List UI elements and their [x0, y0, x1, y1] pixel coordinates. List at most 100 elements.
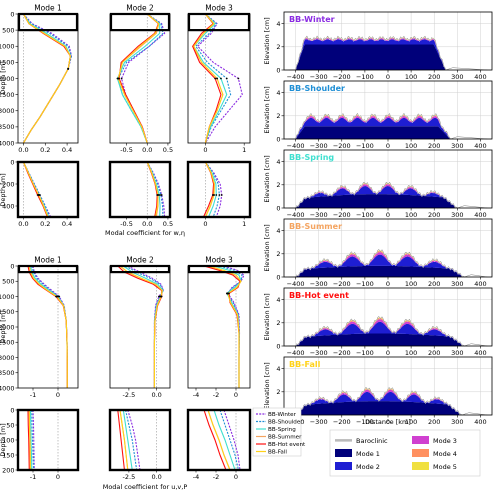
elev-panel-0: 0 2 4 −400 −300 −200 −100 0 100 200 300 400 BB-Winte… — [263, 11, 493, 81]
elev-panel-1: 0 2 4 −400 −300 −200 −100 0 100 200 300 400 BB-Shoul… — [263, 80, 493, 150]
x-tick-label: -0.5 — [120, 146, 133, 154]
y-tick-label: 0 — [276, 273, 280, 281]
mode1-area — [295, 194, 458, 208]
uvp-mode3-axes: -4 -2 0 Mode 3 — [187, 256, 251, 399]
ylabel-text: Elevation [cm] — [263, 17, 271, 64]
series-hot-event — [203, 265, 241, 388]
legend-label: Mode 2 — [356, 463, 380, 471]
axes-frame — [17, 13, 79, 144]
x-tick-label: −100 — [356, 142, 374, 150]
elev-ylabel: Elevation [cm] — [263, 293, 271, 340]
x-tick-label: 0.0 — [151, 473, 161, 481]
legend-label: BB-Hot event — [268, 442, 306, 448]
x-tick-label: 300 — [451, 211, 463, 219]
x-tick-label: 0.5 — [163, 146, 173, 154]
legend-box — [252, 407, 302, 457]
x-tick-label: 0 — [386, 280, 390, 288]
elev-panel-2: 0 2 4 −400 −300 −200 −100 0 100 200 300 400 BB-Sprin… — [263, 149, 493, 219]
series-spring — [193, 13, 228, 144]
series-marker — [37, 194, 40, 196]
x-tick-label: −400 — [287, 73, 305, 81]
elevation-panels-group: 024−400 −300 −200 −100 0 100 200 300 400BB-Winte… — [263, 11, 493, 426]
legend-swatch — [335, 462, 352, 470]
series-marker — [216, 77, 218, 80]
zoom-box — [109, 264, 171, 274]
x-tick-label: 100 — [405, 211, 417, 219]
elev-ylabel: Elevation [cm] — [263, 86, 271, 133]
elev-panel-4: 0 2 4 −400 −300 −200 −100 0 100 200 300 400 BB-Hot e… — [263, 287, 493, 357]
legend-label: BB-Winter — [268, 412, 297, 418]
legend-label: Mode 5 — [433, 463, 457, 471]
elev-xlabel: Distance [km] — [365, 418, 411, 426]
x-tick-label: −100 — [356, 349, 374, 357]
y-tick-label: 3000 — [0, 107, 15, 115]
x-tick-label: −200 — [333, 211, 351, 219]
series-spring — [204, 161, 217, 218]
y-tick-label: 2 — [276, 181, 280, 189]
x-tick-label: −300 — [310, 349, 328, 357]
x-tick-label: 400 — [474, 418, 486, 426]
y-tick-label: 2 — [276, 43, 280, 51]
legend-box — [329, 429, 481, 477]
x-tick-label: 0.4 — [62, 220, 72, 228]
x-tick-label: -0.5 — [120, 220, 133, 228]
zoom-box — [17, 264, 79, 274]
wn-mode1-axes: 0.0 0.2 0.4 0 500 1000 1500 2000 2500 3000 3500 400… — [0, 4, 79, 154]
wn-depth-ylabel: Depth [m] — [0, 61, 7, 94]
y-tick-label: 3500 — [0, 123, 15, 131]
x-tick-label: -1 — [30, 391, 36, 399]
x-tick-label: −400 — [287, 280, 305, 288]
ylabel-text: Elevation [cm] — [263, 155, 271, 202]
ylabel-text: Depth [m] — [0, 310, 7, 343]
x-tick-label: −200 — [333, 418, 351, 426]
x-tick-label: −300 — [310, 73, 328, 81]
series-spring — [29, 409, 33, 471]
x-tick-label: -2 — [213, 473, 219, 481]
x-tick-label: −200 — [333, 73, 351, 81]
panel-title: BB-Spring — [289, 153, 334, 162]
mode-title: Mode 2 — [126, 256, 154, 265]
series-marker — [237, 77, 240, 80]
mode1-area — [295, 265, 465, 277]
mode1-area — [295, 401, 462, 415]
panel-title: BB-Hot event — [289, 291, 349, 300]
legend-swatch — [335, 449, 352, 457]
y-tick-label: 50 — [6, 421, 14, 429]
legend-label: Mode 1 — [356, 450, 380, 458]
ylabel-text: Depth [m] — [0, 423, 7, 456]
x-tick-label: 0.4 — [62, 146, 72, 154]
baroclinic-outline — [288, 316, 488, 347]
series-marker — [215, 194, 218, 196]
legend-label: Mode 4 — [433, 450, 457, 458]
series-winter — [22, 13, 73, 144]
y-tick-label: 0 — [276, 204, 280, 212]
x-tick-label: 0.0 — [142, 220, 152, 228]
y-tick-label: 4 — [276, 20, 280, 28]
x-tick-label: 400 — [474, 280, 486, 288]
y-tick-label: 0 — [10, 262, 14, 270]
x-tick-label: -2 — [213, 391, 219, 399]
y-tick-label: 200 — [2, 180, 14, 188]
series-hot-event — [203, 409, 227, 471]
y-tick-label: 200 — [2, 466, 14, 474]
zoom-frame — [186, 408, 252, 472]
y-tick-label: 2 — [276, 388, 280, 396]
y-tick-label: 2 — [276, 112, 280, 120]
x-tick-label: 300 — [451, 349, 463, 357]
series-spring — [122, 409, 133, 471]
ylabel-text: Depth [m] — [0, 61, 7, 94]
x-tick-label: 0 — [234, 391, 238, 399]
x-tick-label: 0.0 — [142, 146, 152, 154]
mode2-area — [295, 321, 465, 346]
series-hot-event — [117, 409, 125, 471]
baroclinic-outline — [288, 387, 488, 416]
mode2-area — [295, 117, 451, 139]
x-tick-label: −200 — [333, 142, 351, 150]
series-spring — [116, 13, 161, 144]
profile-legend: BB-WinterBB-ShoulderBB-SpringBB-SummerBB… — [252, 407, 306, 457]
x-tick-label: 300 — [451, 73, 463, 81]
series-shoulder — [195, 13, 232, 144]
elev-ylabel: Elevation [cm] — [263, 155, 271, 202]
zoom-frame — [108, 160, 172, 219]
y-tick-label: 500 — [2, 278, 14, 286]
